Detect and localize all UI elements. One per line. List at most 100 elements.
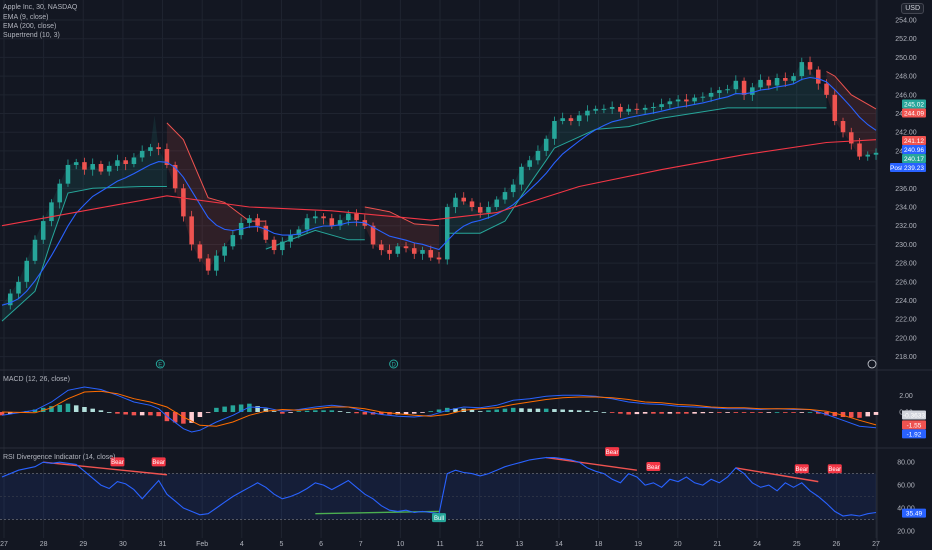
time-tick-label: 6 — [319, 541, 323, 548]
price-tag: 241.12 — [904, 138, 924, 145]
rsi-legend[interactable]: RSI Divergence Indicator (14, close) — [3, 453, 115, 462]
macd-histogram-bar — [552, 409, 557, 412]
signal-label-bg — [605, 447, 620, 457]
time-tick-label: 29 — [79, 541, 87, 548]
rsi-tag: 35.49 — [906, 511, 923, 518]
macd-histogram-bar — [519, 408, 524, 412]
price-tick-label: 230.00 — [895, 242, 917, 249]
candle-body — [263, 225, 269, 240]
candle-body — [98, 164, 104, 172]
macd-tag: -0.3633 — [903, 413, 925, 420]
candle-body — [725, 89, 730, 91]
price-tick-label: 254.00 — [895, 18, 917, 25]
signal-label-bull: Bull — [434, 516, 444, 522]
macd-histogram-bar — [156, 412, 161, 417]
time-tick-label: 27 — [0, 541, 8, 548]
ema9-line — [1, 76, 877, 306]
macd-histogram-bar — [106, 412, 112, 413]
price-tag: 240.17 — [904, 156, 924, 163]
macd-histogram-bar — [214, 407, 219, 412]
ema200-label: EMA (200, close) — [3, 23, 57, 30]
macd-histogram-bar — [477, 411, 483, 412]
time-tick-label: 28 — [40, 541, 48, 548]
signal-line — [1, 390, 877, 427]
candle-body — [379, 244, 384, 251]
macd-histogram-bar — [857, 412, 862, 418]
macd-histogram-bar — [230, 405, 236, 412]
time-tick-label: 7 — [359, 541, 363, 548]
signal-label-bg — [827, 464, 842, 474]
ema9-legend[interactable]: EMA (9, close) — [3, 13, 49, 22]
ema200-legend[interactable]: EMA (200, close) — [3, 22, 56, 31]
macd-histogram-bar — [824, 412, 829, 416]
macd-histogram-bar — [816, 412, 821, 414]
macd-histogram-bar — [90, 408, 95, 412]
time-tick-label: 14 — [555, 541, 563, 548]
candle-body — [502, 192, 508, 200]
price-tag: 244.09 — [904, 110, 924, 117]
macd-histogram-bar — [131, 412, 137, 416]
candle-body — [527, 160, 532, 167]
time-tick-label: 13 — [515, 541, 523, 548]
macd-tick-label: 2.00 — [899, 393, 913, 400]
candle-body — [494, 199, 499, 208]
macd-histogram-bar — [420, 412, 425, 413]
macd-histogram-bar — [791, 412, 796, 413]
candle-body — [626, 108, 631, 112]
macd-legend[interactable]: MACD (12, 26, close) — [3, 375, 70, 384]
candle-body — [296, 229, 302, 236]
candle-body — [271, 239, 277, 251]
price-tick-label: 248.00 — [895, 74, 917, 81]
macd-histogram-bar — [783, 412, 788, 413]
macd-histogram-bar — [634, 412, 640, 415]
macd-histogram-bar — [321, 410, 326, 412]
rsi-tick-label: 80.00 — [897, 460, 915, 467]
candle-body — [469, 201, 475, 208]
macd-histogram-bar — [717, 412, 722, 413]
candle-body — [560, 118, 565, 122]
currency-button[interactable]: USD — [901, 3, 924, 14]
candle-body — [477, 207, 483, 213]
candle-body — [131, 157, 137, 165]
candle-body — [387, 250, 392, 254]
time-tick-label: 30 — [119, 541, 127, 548]
candle-body — [411, 248, 417, 254]
price-tick-label: 220.00 — [895, 335, 917, 342]
macd-histogram-bar — [329, 410, 335, 412]
candle-body — [865, 154, 871, 157]
macd-histogram-bar — [659, 412, 664, 414]
price-tag: Post — [890, 165, 903, 172]
candle-body — [156, 147, 161, 150]
symbol-legend[interactable]: Apple Inc, 30, NASDAQ — [3, 3, 77, 12]
macd-histogram-bar — [205, 412, 211, 413]
macd-histogram-bar — [840, 412, 846, 417]
macd-histogram-bar — [733, 412, 739, 413]
macd-histogram-bar — [807, 412, 813, 413]
candle-body — [395, 246, 401, 254]
candle-body — [172, 164, 178, 189]
price-tick-label: 242.00 — [895, 130, 917, 137]
candle-body — [181, 188, 186, 217]
candle-body — [618, 106, 623, 112]
candle-body — [222, 246, 227, 256]
candle-body — [106, 165, 112, 172]
time-tick-label: 24 — [753, 541, 761, 548]
time-tick-label: 25 — [793, 541, 801, 548]
macd-histogram-bar — [708, 412, 714, 413]
candle-body — [214, 255, 219, 271]
candle-body — [197, 244, 203, 259]
candle-body — [486, 207, 491, 213]
macd-histogram-bar — [535, 408, 541, 412]
candle-body — [684, 99, 689, 102]
supertrend-line-up — [447, 107, 827, 234]
price-tag: 240.96 — [904, 147, 924, 154]
macd-histogram-bar — [601, 412, 607, 413]
signal-label-bear: Bear — [828, 467, 841, 473]
candle-body — [304, 218, 310, 230]
supertrend-legend[interactable]: Supertrend (10, 3) — [3, 31, 60, 40]
macd-line — [1, 386, 877, 433]
signal-label-bear: Bear — [647, 465, 660, 471]
macd-histogram-bar — [832, 412, 838, 417]
time-tick-label: 26 — [832, 541, 840, 548]
